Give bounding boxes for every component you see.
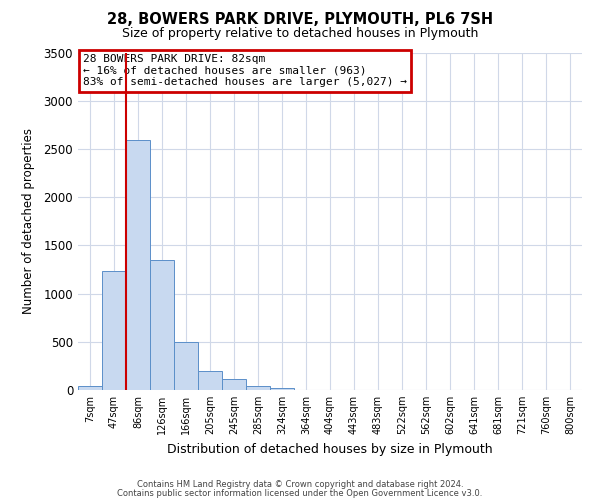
Bar [222, 380, 246, 390]
Bar [246, 386, 270, 390]
Text: Contains public sector information licensed under the Open Government Licence v3: Contains public sector information licen… [118, 490, 482, 498]
Bar [78, 386, 102, 390]
Bar [270, 388, 294, 390]
Bar [174, 342, 198, 390]
Bar [102, 272, 126, 390]
Bar [126, 140, 150, 390]
X-axis label: Distribution of detached houses by size in Plymouth: Distribution of detached houses by size … [167, 442, 493, 456]
Bar [150, 260, 174, 390]
Text: Size of property relative to detached houses in Plymouth: Size of property relative to detached ho… [122, 28, 478, 40]
Bar [198, 370, 222, 390]
Text: 28, BOWERS PARK DRIVE, PLYMOUTH, PL6 7SH: 28, BOWERS PARK DRIVE, PLYMOUTH, PL6 7SH [107, 12, 493, 28]
Text: 28 BOWERS PARK DRIVE: 82sqm
← 16% of detached houses are smaller (963)
83% of se: 28 BOWERS PARK DRIVE: 82sqm ← 16% of det… [83, 54, 407, 88]
Text: Contains HM Land Registry data © Crown copyright and database right 2024.: Contains HM Land Registry data © Crown c… [137, 480, 463, 489]
Y-axis label: Number of detached properties: Number of detached properties [22, 128, 35, 314]
